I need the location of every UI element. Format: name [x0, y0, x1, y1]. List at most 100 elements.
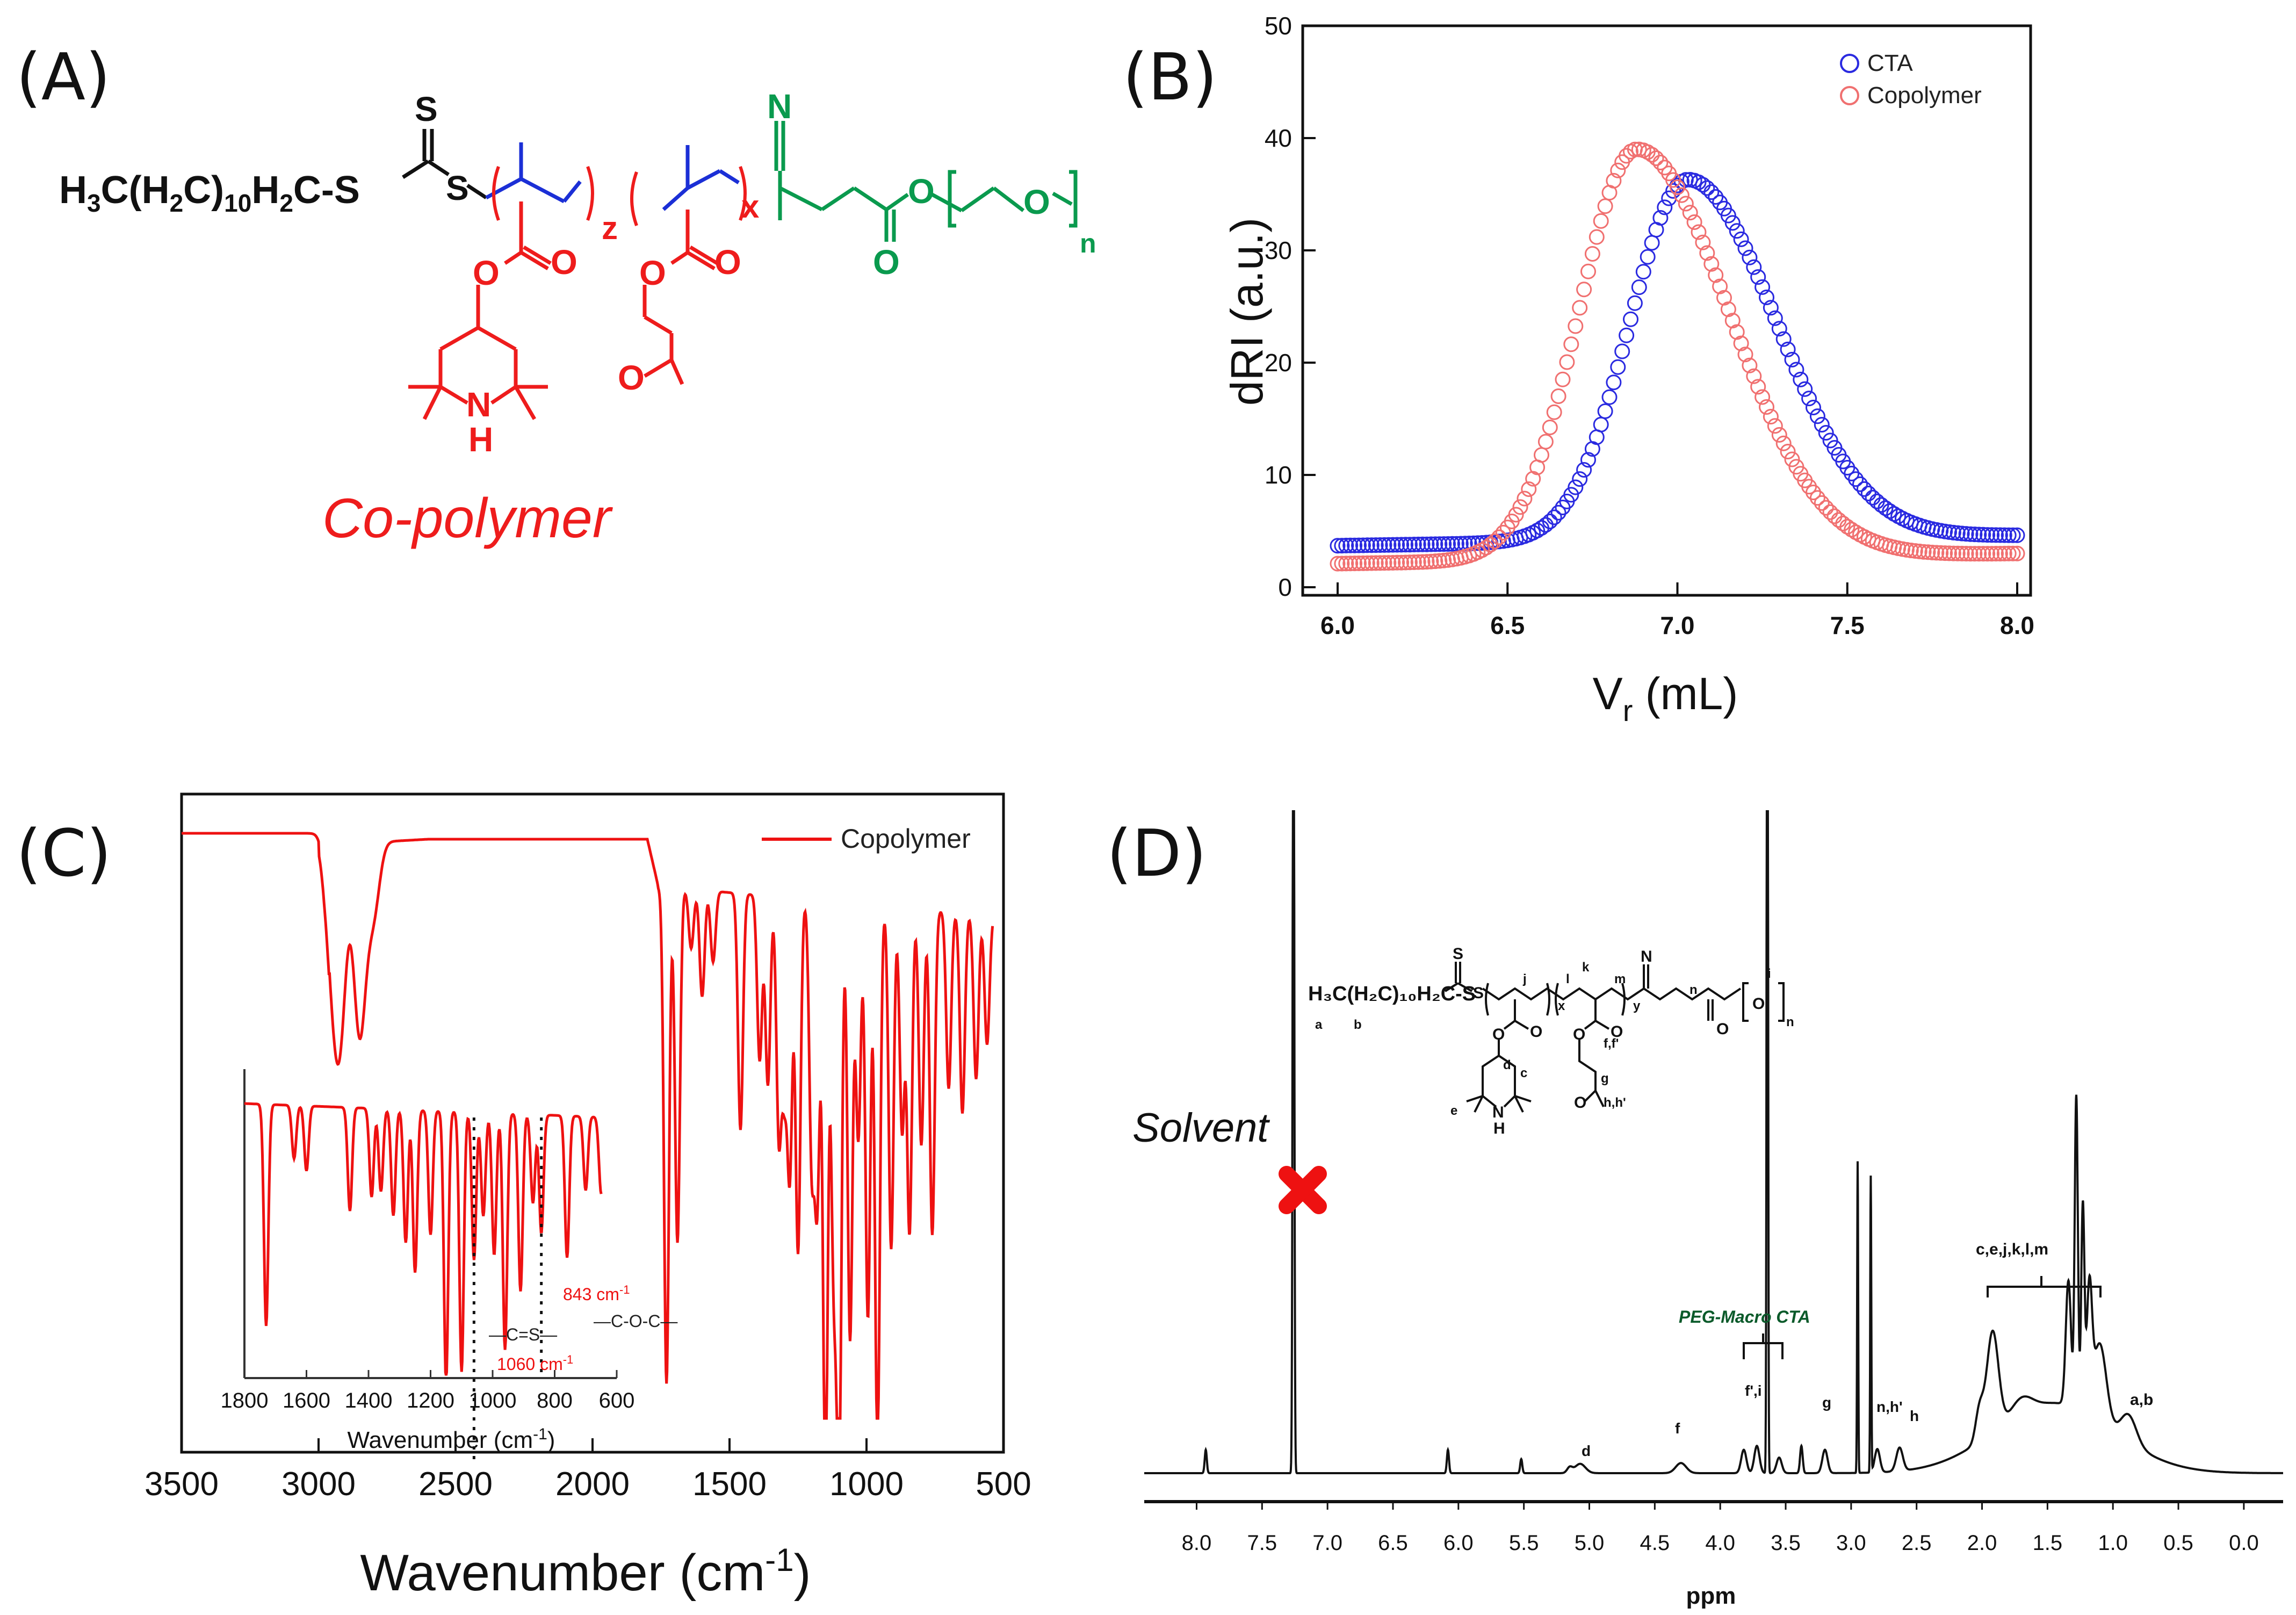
data-point [1720, 301, 1736, 318]
data-point [1848, 471, 1864, 487]
data-point [1414, 536, 1431, 552]
inset-ticks: 1800 1600 1400 1200 1000 800 600 [221, 1370, 635, 1412]
data-point [1958, 546, 1974, 561]
inset-markers [472, 1117, 543, 1461]
x-tick-label: 7.5 [1247, 1531, 1277, 1555]
data-point [1699, 180, 1715, 196]
data-point [1691, 224, 1707, 240]
data-point [1712, 278, 1728, 294]
data-point [1724, 215, 1741, 231]
x-tick-label: 4.5 [1640, 1531, 1670, 1555]
data-point [1724, 313, 1741, 329]
data-point [1759, 399, 1774, 415]
data-point [1967, 546, 1983, 562]
data-point [1695, 234, 1711, 250]
data-point [1652, 155, 1669, 170]
data-point [1737, 240, 1753, 256]
data-point [1389, 554, 1405, 571]
data-point [1508, 507, 1524, 523]
data-point [1525, 471, 1541, 487]
data-point [1517, 491, 1533, 507]
nmr-peak-labels: c,e,j,k,l,m a,b PEG-Macro CTA f',i g n,h… [1582, 1241, 2153, 1459]
nmr-structure: H₃C(H₂C)₁₀H₂C-S [1308, 945, 1794, 1137]
data-point [1398, 554, 1413, 571]
data-point [1610, 162, 1626, 178]
x-tick-label: 0.5 [2163, 1531, 2193, 1555]
plot-b-series [1330, 141, 2025, 572]
data-point [1945, 524, 1961, 540]
data-point [1563, 336, 1579, 352]
data-point [1610, 359, 1626, 375]
plot-c-xlabel: Wavenumber (cm-1) [360, 1542, 811, 1602]
data-point [1631, 279, 1647, 295]
data-point [1844, 465, 1860, 481]
series-copolymer [1330, 141, 2025, 572]
svg-text:N: N [1641, 948, 1652, 965]
data-point [1537, 434, 1554, 450]
inset-tick-label: 1800 [221, 1389, 269, 1412]
plot-d-ticks: 8.0 7.5 7.0 6.5 6.0 5.5 5.0 4.5 4.0 3.5 3.0 2.5 2.0 1… [1182, 1502, 2259, 1555]
trithiocarbonate-bonds [402, 129, 487, 199]
panel-d-label: (D) [1107, 817, 1207, 891]
y-tick-label: 0 [1278, 573, 1292, 601]
data-point [1933, 545, 1949, 561]
y-tick-label: 10 [1265, 461, 1292, 489]
data-point [1682, 205, 1698, 221]
data-point [1576, 462, 1592, 478]
data-point [1784, 351, 1800, 367]
svg-text:O: O [1611, 1023, 1623, 1041]
svg-text:O: O [1752, 995, 1765, 1013]
data-point [1980, 546, 1996, 562]
data-point [1368, 555, 1384, 571]
data-point [1568, 318, 1584, 334]
svg-text:O: O [714, 243, 741, 282]
svg-text:h,h': h,h' [1604, 1095, 1626, 1110]
data-point [1521, 481, 1537, 497]
data-point [1767, 310, 1783, 326]
svg-text:O: O [1574, 1094, 1586, 1112]
data-point [1988, 527, 2004, 543]
data-point [1342, 556, 1359, 572]
inset-tick-label: 600 [599, 1389, 635, 1412]
data-point [1657, 199, 1673, 215]
data-point [1584, 246, 1600, 262]
data-point [1550, 388, 1566, 404]
x-tick-label: 8.0 [1182, 1531, 1212, 1555]
data-point [1419, 554, 1435, 570]
svg-text:e: e [1450, 1104, 1457, 1118]
data-point [2005, 527, 2021, 543]
x-tick-label: 3.0 [1836, 1531, 1866, 1555]
side-chain-bonds [408, 201, 718, 420]
data-point [1788, 362, 1804, 378]
sulfur-mid-label: S [446, 169, 469, 207]
data-point [1878, 500, 1894, 516]
data-point [1363, 537, 1380, 553]
peak-label-fi: f',i [1745, 1382, 1762, 1399]
data-point [1487, 533, 1503, 549]
data-point [1593, 213, 1609, 229]
data-point [1780, 444, 1796, 459]
data-point [1975, 527, 1991, 543]
x-tick-label: 2.0 [1967, 1531, 1997, 1555]
plot-c-inset: 1800 1600 1400 1200 1000 800 600 Wavenumber (c… [221, 1069, 677, 1461]
plot-c-legend: Copolymer [762, 824, 971, 854]
data-point [1852, 476, 1868, 492]
svg-text:O: O [551, 243, 577, 282]
svg-text:y: y [1633, 999, 1641, 1013]
data-point [1363, 555, 1380, 571]
data-point [1338, 556, 1354, 572]
data-point [1775, 331, 1792, 347]
sulfur-top-label: S [415, 90, 438, 128]
data-point [1703, 256, 1720, 272]
legend-copolymer-label: Copolymer [1867, 82, 1982, 109]
data-point [1572, 471, 1588, 487]
legend-copolymer-marker [1840, 86, 1859, 105]
data-point [1334, 556, 1350, 572]
data-point [2009, 527, 2025, 543]
data-point [1962, 546, 1979, 562]
data-point [1542, 514, 1558, 529]
data-point [1814, 417, 1830, 432]
y-tick-label: 50 [1265, 12, 1292, 40]
bond-coc: —C-O-C— [594, 1311, 677, 1331]
data-point [1427, 536, 1443, 552]
